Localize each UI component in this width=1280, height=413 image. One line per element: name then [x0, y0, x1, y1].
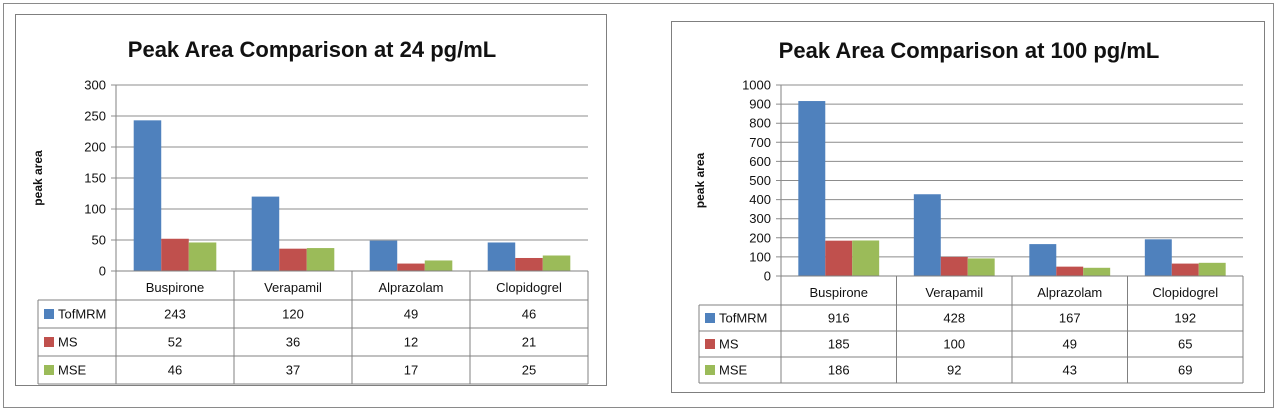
table-value: 12: [404, 335, 418, 350]
table-value: 21: [522, 335, 536, 350]
bar-mse-alprazolam: [1083, 267, 1111, 276]
legend-key-tofmrm: [705, 313, 715, 323]
chart-title: Peak Area Comparison at 24 pg/mL: [128, 37, 496, 62]
table-value: 120: [282, 307, 304, 322]
table-value: 92: [947, 363, 961, 378]
legend-key-ms: [705, 339, 715, 349]
y-tick-label: 900: [749, 97, 771, 112]
legend-key-mse: [44, 365, 54, 375]
y-tick-label: 100: [84, 202, 106, 217]
bar-tofmrm-verapamil: [251, 196, 280, 271]
bar-mse-clopidogrel: [1198, 262, 1226, 276]
table-value: 49: [1063, 337, 1077, 352]
bar-ms-alprazolam: [397, 263, 425, 271]
y-tick-label: 600: [749, 154, 771, 169]
y-tick-label: 400: [749, 192, 771, 207]
y-tick-label: 200: [749, 230, 771, 245]
bar-ms-clopidogrel: [1171, 263, 1199, 276]
legend-key-mse: [705, 365, 715, 375]
table-value: 243: [164, 307, 186, 322]
table-value: 185: [828, 337, 850, 352]
bar-tofmrm-buspirone: [798, 101, 826, 276]
bar-ms-buspirone: [825, 240, 853, 276]
table-value: 428: [943, 311, 965, 326]
legend-label: MSE: [719, 363, 748, 378]
y-axis-label: peak area: [693, 152, 707, 208]
bar-tofmrm-alprazolam: [1029, 244, 1057, 276]
table-value: 25: [522, 363, 536, 378]
bar-ms-verapamil: [940, 256, 968, 276]
legend-label: MSE: [58, 363, 87, 378]
y-tick-label: 800: [749, 116, 771, 131]
y-tick-label: 150: [84, 171, 106, 186]
bar-ms-verapamil: [279, 248, 307, 271]
table-value: 52: [168, 335, 182, 350]
table-value: 167: [1059, 311, 1081, 326]
y-tick-label: 200: [84, 140, 106, 155]
bar-ms-clopidogrel: [515, 257, 543, 271]
table-value: 37: [286, 363, 300, 378]
y-tick-label: 50: [92, 233, 106, 248]
table-value: 46: [168, 363, 182, 378]
bar-mse-alprazolam: [424, 260, 453, 271]
x-category-label: Verapamil: [264, 280, 322, 295]
table-value: 43: [1063, 363, 1077, 378]
bar-mse-verapamil: [306, 248, 335, 271]
y-tick-label: 1000: [742, 78, 771, 93]
table-value: 100: [943, 337, 965, 352]
legend-key-ms: [44, 337, 54, 347]
chart-100-pgml: Peak Area Comparison at 100 pg/mL 0 100 200…: [693, 38, 1244, 384]
y-tick-label: 300: [84, 78, 106, 93]
legend-key-tofmrm: [44, 309, 54, 319]
bar-tofmrm-clopidogrel: [1144, 239, 1172, 276]
bar-ms-alprazolam: [1056, 266, 1084, 276]
table-value: 916: [828, 311, 850, 326]
legend-label: TofMRM: [719, 311, 767, 326]
legend-label: MS: [719, 337, 739, 352]
x-category-label: Clopidogrel: [496, 280, 562, 295]
y-tick-label: 700: [749, 135, 771, 150]
bar-tofmrm-verapamil: [913, 194, 941, 276]
y-tick-label: 0: [764, 269, 771, 284]
chart-panel-24: Peak Area Comparison at 24 pg/mL 0 50 100 15…: [15, 14, 607, 386]
table-value: 65: [1178, 337, 1192, 352]
table-value: 69: [1178, 363, 1192, 378]
bar-mse-buspirone: [852, 240, 880, 276]
x-category-label: Buspirone: [809, 285, 868, 300]
figure-frame: [3, 3, 1274, 408]
x-category-label: Clopidogrel: [1152, 285, 1218, 300]
x-category-label: Verapamil: [925, 285, 983, 300]
bar-tofmrm-alprazolam: [369, 240, 398, 271]
legend-label: TofMRM: [58, 307, 106, 322]
table-value: 186: [828, 363, 850, 378]
x-category-label: Alprazolam: [378, 280, 443, 295]
table-value: 192: [1174, 311, 1196, 326]
chart-title: Peak Area Comparison at 100 pg/mL: [779, 38, 1160, 63]
bar-tofmrm-buspirone: [133, 120, 162, 271]
y-tick-label: 300: [749, 211, 771, 226]
bar-mse-clopidogrel: [542, 255, 571, 271]
x-category-label: Alprazolam: [1037, 285, 1102, 300]
y-tick-label: 100: [749, 249, 771, 264]
table-value: 17: [404, 363, 418, 378]
bar-mse-buspirone: [188, 242, 217, 271]
table-value: 49: [404, 307, 418, 322]
table-value: 36: [286, 335, 300, 350]
chart-panel-100: Peak Area Comparison at 100 pg/mL 0 100 200…: [671, 21, 1265, 393]
y-tick-label: 500: [749, 173, 771, 188]
bar-tofmrm-clopidogrel: [487, 242, 516, 271]
bar-mse-verapamil: [967, 258, 995, 276]
legend-label: MS: [58, 335, 78, 350]
y-axis-label: peak area: [31, 150, 45, 206]
table-value: 46: [522, 307, 536, 322]
y-tick-label: 250: [84, 109, 106, 124]
chart-24-pgml: Peak Area Comparison at 24 pg/mL 0 50 100 15…: [31, 37, 589, 385]
x-category-label: Buspirone: [146, 280, 205, 295]
y-tick-label: 0: [99, 264, 106, 279]
bar-ms-buspirone: [161, 238, 189, 271]
